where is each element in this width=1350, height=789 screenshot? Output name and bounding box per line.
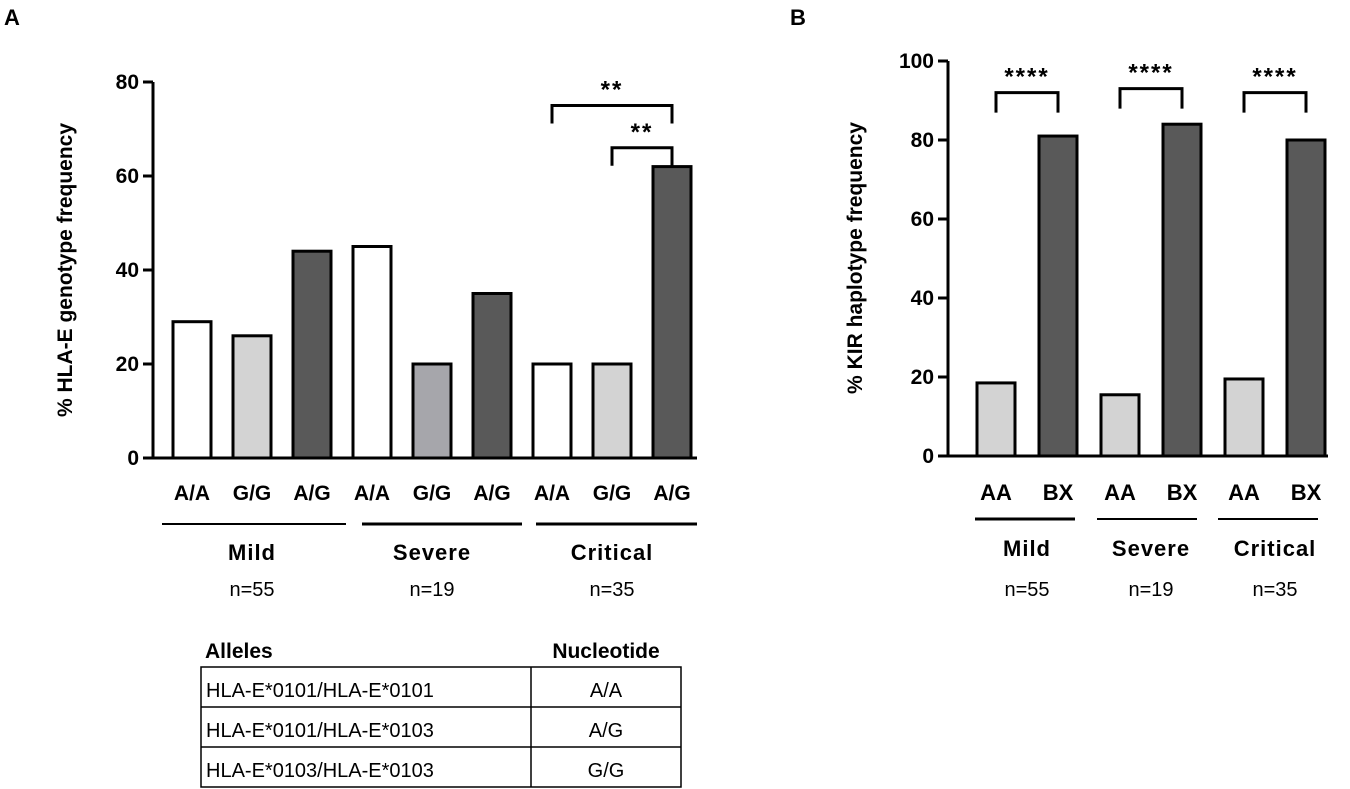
significance-bracket	[1242, 91, 1308, 113]
significance-bracket	[610, 146, 674, 166]
table-cell-allele: HLA-E*0101/HLA-E*0103	[206, 720, 434, 742]
significance-stars: **	[601, 77, 624, 104]
significance-bracket	[550, 104, 674, 124]
y-tick-label: 60	[911, 208, 934, 231]
bar	[411, 362, 453, 460]
table-cell-allele: HLA-E*0103/HLA-E*0103	[206, 760, 434, 782]
chart-b-y-axis-label: % KIR haplotype frequency	[844, 122, 867, 394]
bar	[1285, 138, 1327, 458]
x-tick-label: BX	[1167, 480, 1198, 505]
x-tick-label: G/G	[233, 482, 272, 505]
significance-bracket	[994, 91, 1060, 113]
chart-a-genotype-frequency: 0 20 40 60 80 A/A G/G A/G A/A G/G A/G A/A G/G A/G Mi…	[54, 71, 697, 601]
group-label: Severe	[393, 540, 471, 565]
x-tick-label: A/A	[174, 482, 210, 505]
table-header-alleles: Alleles	[205, 640, 273, 663]
group-label: Critical	[571, 540, 654, 565]
y-tick-label: 40	[911, 287, 934, 310]
y-tick-label: 100	[899, 50, 934, 73]
bar	[171, 320, 213, 460]
bar	[1037, 134, 1079, 458]
table-border	[200, 666, 682, 788]
allele-table: Alleles Nucleotide HLA-E*0101/HLA-E*0101…	[200, 640, 682, 788]
group-label: Severe	[1112, 536, 1190, 561]
table-cell-nucleotide: G/G	[588, 760, 625, 782]
table-header-nucleotide: Nucleotide	[552, 640, 659, 663]
x-tick-label: A/G	[293, 482, 330, 505]
x-tick-label: A/G	[653, 482, 690, 505]
group-n-label: n=55	[229, 579, 274, 601]
bar	[591, 362, 633, 460]
x-tick-label: A/A	[354, 482, 390, 505]
panel-a-letter: A	[4, 5, 20, 30]
y-tick-label: 20	[911, 366, 934, 389]
group-n-label: n=19	[409, 579, 454, 601]
x-tick-label: AA	[980, 480, 1012, 505]
significance-stars: ****	[1252, 64, 1297, 91]
bar	[1099, 393, 1141, 458]
table-cell-nucleotide: A/A	[590, 680, 623, 702]
bar	[291, 249, 333, 460]
panel-b-letter: B	[790, 5, 806, 30]
bar	[351, 245, 393, 460]
y-tick-label: 80	[911, 129, 934, 152]
group-n-label: n=19	[1128, 579, 1173, 601]
x-tick-label: BX	[1291, 480, 1322, 505]
y-tick-label: 60	[116, 165, 139, 188]
group-n-label: n=55	[1004, 579, 1049, 601]
significance-bracket	[1118, 87, 1184, 109]
significance-stars: ****	[1128, 60, 1173, 87]
chart-a-y-axis-label: % HLA-E genotype frequency	[54, 123, 77, 417]
x-tick-label: A/G	[473, 482, 510, 505]
x-tick-label: BX	[1043, 480, 1074, 505]
bar	[1223, 377, 1265, 458]
group-n-label: n=35	[1252, 579, 1297, 601]
group-label: Mild	[1003, 536, 1051, 561]
chart-b-haplotype-frequency: 0 20 40 60 80 100 AA BX AA BX AA BX Mild n=55 Severe…	[844, 50, 1328, 601]
y-tick-label: 20	[116, 353, 139, 376]
x-tick-label: G/G	[413, 482, 452, 505]
table-cell-nucleotide: A/G	[589, 720, 623, 742]
x-tick-label: AA	[1228, 480, 1260, 505]
bar	[1161, 122, 1203, 458]
bar	[975, 381, 1017, 458]
x-tick-label: AA	[1104, 480, 1136, 505]
y-tick-label: 0	[922, 445, 934, 468]
bar	[231, 334, 273, 460]
x-tick-label: G/G	[593, 482, 632, 505]
group-label: Critical	[1234, 536, 1317, 561]
x-tick-label: A/A	[534, 482, 570, 505]
group-n-label: n=35	[589, 579, 634, 601]
significance-stars: ****	[1004, 64, 1049, 91]
bar	[471, 292, 513, 460]
significance-stars: **	[631, 119, 654, 146]
bar	[651, 165, 693, 460]
y-tick-label: 40	[116, 259, 139, 282]
table-cell-allele: HLA-E*0101/HLA-E*0101	[206, 680, 434, 702]
bar	[531, 362, 573, 460]
y-tick-label: 0	[127, 447, 139, 470]
group-label: Mild	[228, 540, 276, 565]
y-tick-label: 80	[116, 71, 139, 94]
